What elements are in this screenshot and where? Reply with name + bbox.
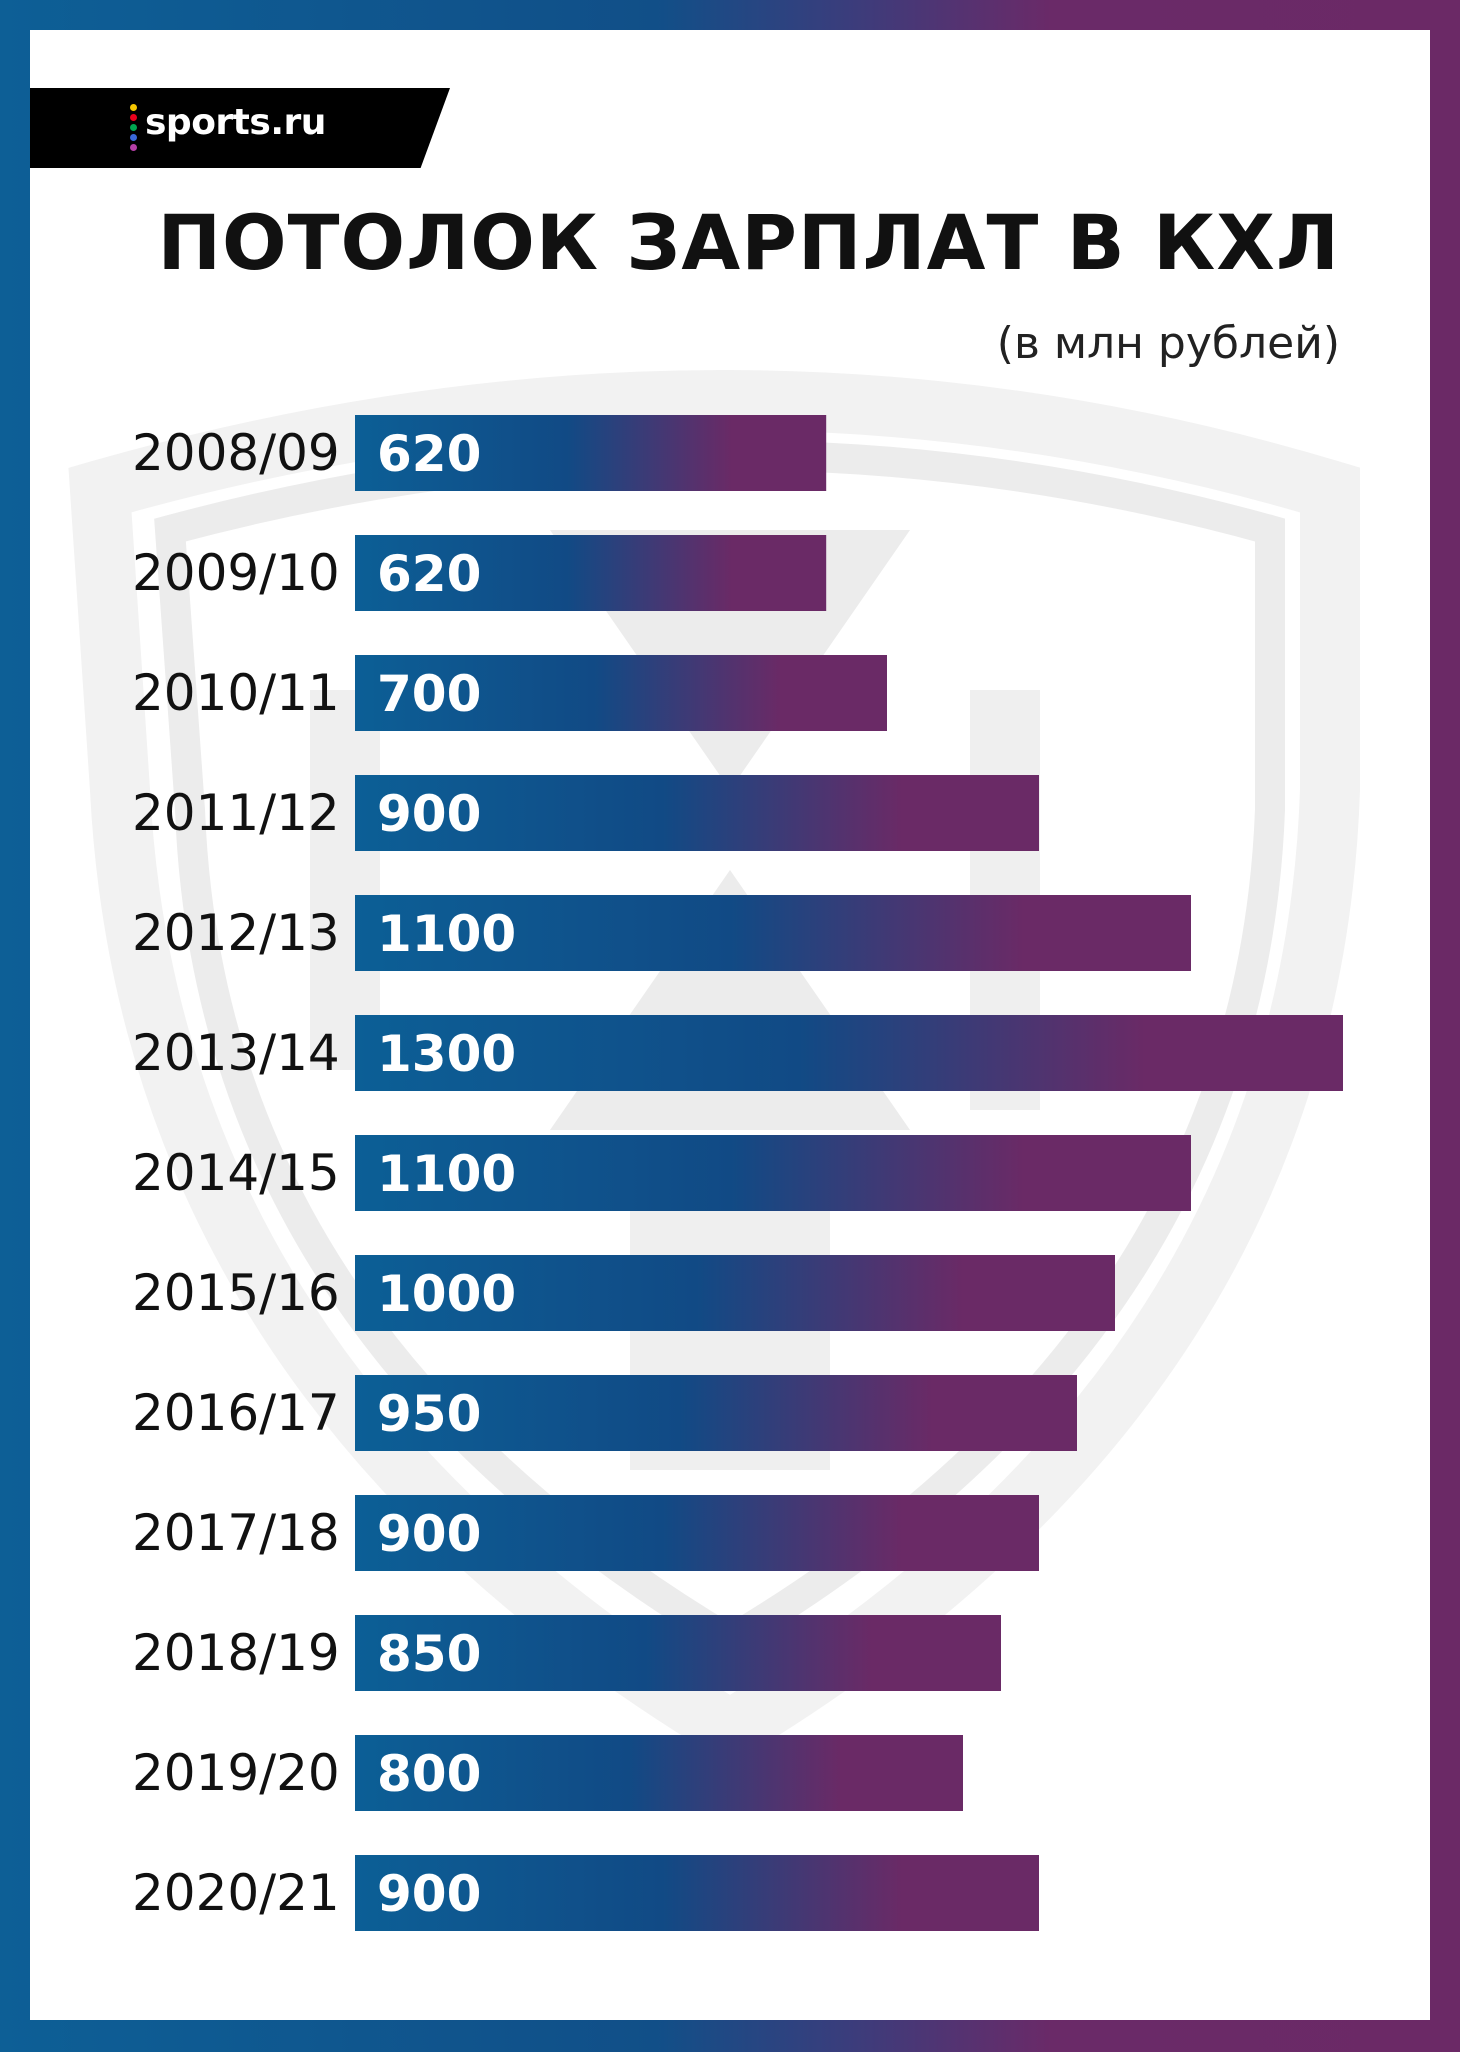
bar-chart: 2008/09 620 2009/10 620 2010/11 700 2011/12 900… [132,415,1343,1931]
bar-value-label: 700 [377,665,481,723]
category-label: 2011/12 [132,784,340,842]
bar-value-label: 850 [377,1625,481,1683]
bar [355,1255,1115,1331]
bar [355,1615,1001,1691]
bar-value-label: 800 [377,1745,481,1803]
bar [355,1735,963,1811]
category-label: 2009/10 [132,544,340,602]
bar [355,1015,1343,1091]
bar-value-label: 1000 [377,1265,516,1323]
chart-subtitle: (в млн рублей) [996,318,1340,369]
brand-dots-icon [130,104,137,151]
bar [355,655,887,731]
category-label: 2016/17 [132,1384,340,1442]
bar-value-label: 950 [377,1385,481,1443]
brand-logo-text: sports.ru [145,102,326,143]
brand-dot [130,124,137,131]
bar [355,895,1191,971]
bar [355,775,1039,851]
bar-value-label: 1100 [377,905,516,963]
bar-value-label: 620 [377,425,481,483]
category-label: 2019/20 [132,1744,340,1802]
chart-title: ПОТОЛОК ЗАРПЛАТ В КХЛ [157,198,1340,287]
bar-value-label: 1100 [377,1145,516,1203]
bar [355,1495,1039,1571]
brand-dot [130,134,137,141]
category-label: 2010/11 [132,664,340,722]
category-label: 2018/19 [132,1624,340,1682]
infographic-card: sports.ru ПОТОЛОК ЗАРПЛАТ В КХЛ (в млн р… [30,30,1430,2020]
brand-logo-bar: sports.ru [30,88,450,168]
bar [355,535,827,611]
category-label: 2015/16 [132,1264,340,1322]
bar-value-label: 900 [377,785,481,843]
brand-dot [130,144,137,151]
bars-group: 2008/09 620 2009/10 620 2010/11 700 2011/12 900… [132,415,1343,1931]
bar [355,415,827,491]
brand-dot [130,114,137,121]
category-label: 2008/09 [132,424,340,482]
bar-value-label: 900 [377,1505,481,1563]
category-label: 2020/21 [132,1864,340,1922]
category-label: 2012/13 [132,904,340,962]
category-label: 2013/14 [132,1024,340,1082]
bar-value-label: 900 [377,1865,481,1923]
bar [355,1855,1039,1931]
brand-dot [130,104,137,111]
category-label: 2017/18 [132,1504,340,1562]
bar-value-label: 620 [377,545,481,603]
category-label: 2014/15 [132,1144,340,1202]
bar [355,1135,1191,1211]
bar-value-label: 1300 [377,1025,516,1083]
bar [355,1375,1077,1451]
